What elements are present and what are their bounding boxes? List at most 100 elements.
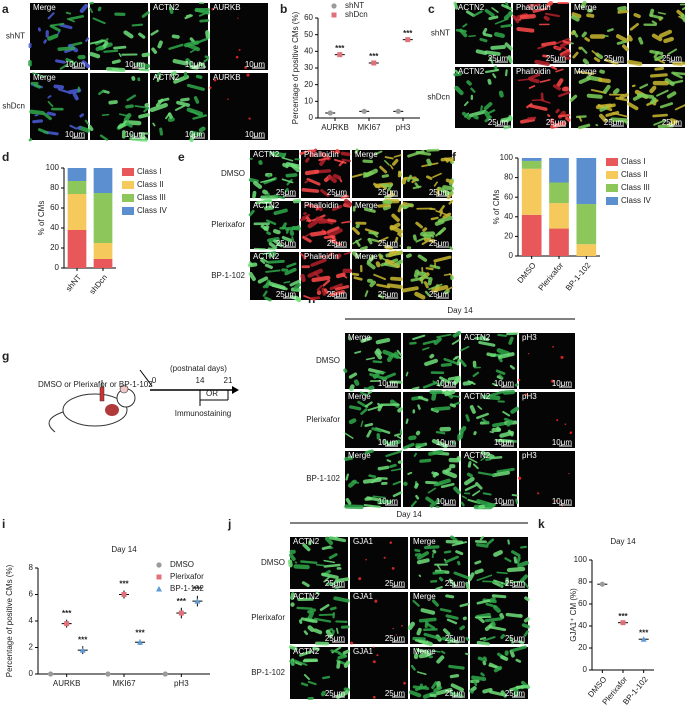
texture: [498, 90, 504, 98]
y-tick-label: 0: [29, 669, 34, 678]
texture: [248, 178, 259, 184]
panel-letter: g: [2, 349, 9, 363]
texture: [603, 34, 609, 38]
texture: [422, 381, 438, 389]
texture: [267, 173, 271, 178]
texture: [403, 681, 406, 685]
texture: [480, 672, 485, 677]
texture: [431, 391, 437, 401]
texture: [345, 497, 352, 505]
scale-label: 25μm: [488, 118, 509, 127]
scale-label: 10μm: [245, 130, 266, 139]
row-label: shDcn: [2, 102, 25, 111]
texture: [487, 502, 496, 507]
texture: [185, 13, 192, 17]
micrograph: [299, 148, 352, 199]
texture: [666, 91, 677, 99]
texture: [569, 94, 578, 102]
significance: ***: [335, 44, 345, 53]
texture: [426, 158, 432, 166]
texture: [430, 216, 439, 221]
micrograph: [519, 392, 575, 448]
micrograph: [459, 389, 520, 448]
bar-segment: [67, 230, 87, 268]
texture: [505, 612, 523, 618]
y-tick-label: 2: [29, 643, 34, 652]
significance: ***: [639, 628, 649, 637]
texture: [432, 549, 437, 554]
texture: [138, 32, 146, 39]
y-axis-label: Percentage of positive CMs (%): [5, 564, 14, 677]
texture: [449, 535, 458, 542]
texture: [98, 90, 105, 96]
significance: ***: [618, 612, 628, 621]
texture: [128, 132, 136, 138]
texture: [465, 414, 470, 422]
texture: [320, 690, 326, 697]
texture: [266, 231, 272, 236]
texture: [510, 406, 520, 414]
texture: [248, 209, 255, 217]
texture: [427, 277, 433, 286]
texture: [69, 124, 78, 130]
legend-swatch: [606, 171, 618, 179]
channel-label: pH3: [522, 333, 537, 342]
panel-letter: a: [2, 2, 9, 16]
texture: [351, 272, 360, 277]
texture: [135, 62, 151, 69]
texture: [307, 611, 315, 620]
significance: ***: [193, 585, 203, 594]
texture: [427, 487, 437, 494]
texture: [126, 94, 137, 102]
texture: [402, 442, 415, 450]
texture: [328, 553, 338, 560]
texture: [374, 350, 383, 360]
texture: [444, 555, 459, 564]
y-tick-label: 0: [583, 665, 588, 674]
texture: [447, 640, 454, 644]
texture: [394, 259, 403, 267]
texture: [43, 39, 48, 44]
micrograph: [627, 66, 685, 129]
texture: [451, 339, 460, 345]
texture: [76, 126, 82, 130]
texture: [316, 563, 325, 567]
point: [620, 620, 626, 626]
texture: [347, 336, 351, 341]
texture: [515, 658, 522, 663]
texture: [118, 52, 122, 58]
texture: [333, 173, 342, 180]
texture: [59, 63, 68, 70]
texture: [394, 433, 401, 437]
texture: [111, 67, 120, 71]
texture: [321, 287, 327, 296]
texture: [417, 396, 429, 402]
texture: [300, 682, 309, 687]
texture: [466, 472, 473, 478]
texture: [446, 618, 458, 625]
texture: [304, 232, 312, 238]
texture: [79, 3, 89, 14]
texture: [482, 27, 488, 35]
texture: [396, 435, 402, 440]
texture: [403, 203, 414, 210]
micrograph: [407, 592, 470, 647]
texture: [157, 40, 163, 49]
x-tick-label: shDcn: [88, 273, 109, 296]
significance: ***: [403, 29, 413, 38]
scale-label: 25μm: [327, 290, 348, 299]
texture: [304, 169, 320, 176]
texture: [497, 333, 507, 337]
channel-label: Merge: [33, 73, 56, 82]
scale-label: 25μm: [505, 579, 526, 588]
y-tick-label: 6: [29, 590, 34, 599]
texture: [390, 276, 403, 282]
texture: [623, 119, 628, 125]
texture: [598, 77, 611, 84]
texture: [343, 251, 351, 255]
texture: [29, 109, 45, 115]
texture: [523, 581, 529, 589]
texture: [205, 30, 211, 40]
legend-label: Class I: [137, 167, 161, 176]
bar-segment: [521, 214, 542, 256]
